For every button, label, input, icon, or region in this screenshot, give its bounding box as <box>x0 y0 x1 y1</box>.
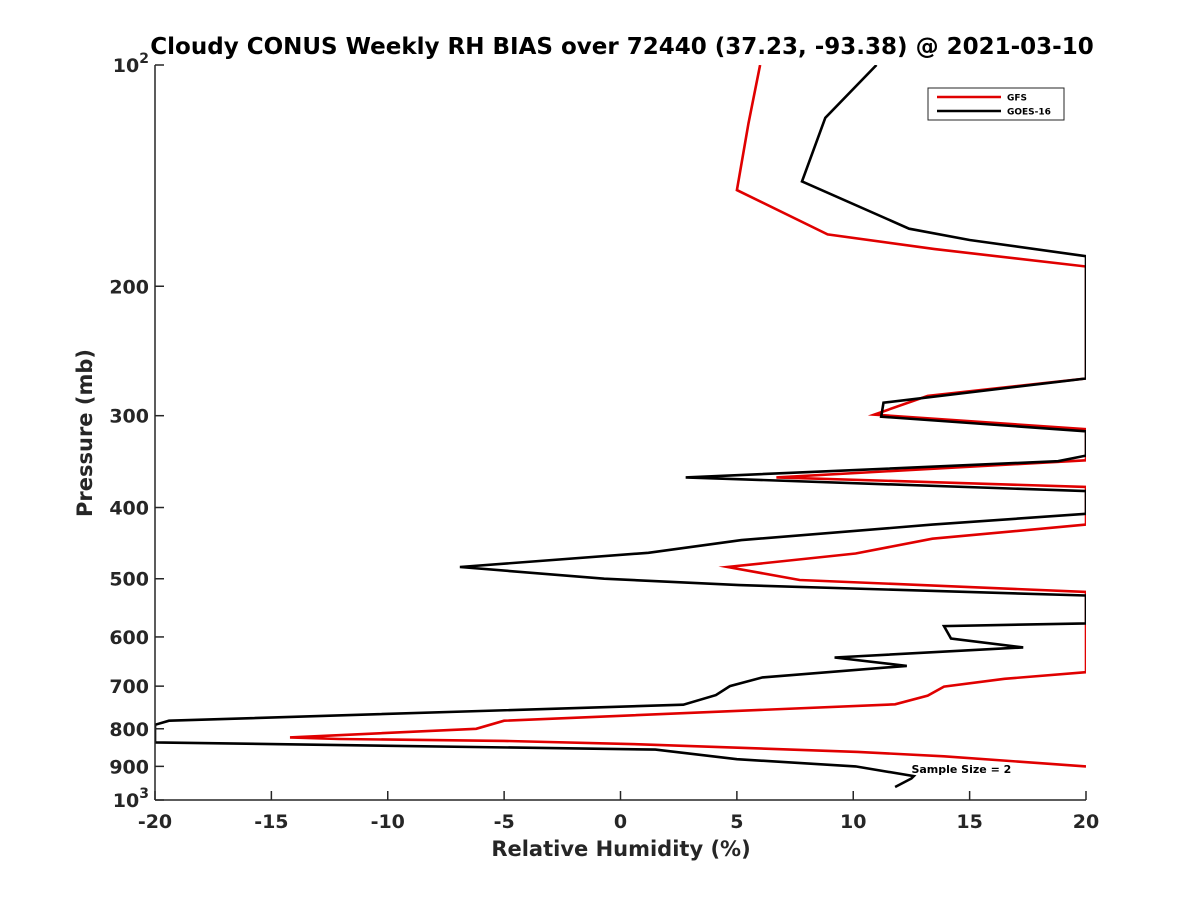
x-tick-label: -15 <box>254 811 288 833</box>
plot-area: -20 -15 -10 -5 0 5 10 15 20 102 200 300 400 500 600 70… <box>109 51 1099 833</box>
legend-items: GFS GOES-16 <box>937 94 1051 118</box>
x-tick-label: -5 <box>494 811 515 833</box>
chart-title: Cloudy CONUS Weekly RH BIAS over 72440 (… <box>150 34 1093 60</box>
y-tick-label: 500 <box>109 569 149 591</box>
y-axis-ticks: 102 200 300 400 500 600 700 800 900 103 <box>109 51 164 812</box>
x-tick-label: 15 <box>956 811 982 833</box>
y-tick-label: 400 <box>109 498 149 520</box>
y-tick-label: 200 <box>109 276 149 298</box>
legend-box <box>927 87 1065 121</box>
y-axis-label: Pressure (mb) <box>73 349 97 517</box>
series-line-gfs <box>289 65 1086 768</box>
y-tick-label: 103 <box>113 786 149 812</box>
sample-size-annotation: Sample Size = 2 <box>911 763 1011 776</box>
y-tick-label: 102 <box>113 51 149 77</box>
x-tick-label: 0 <box>614 811 627 833</box>
legend: GFS GOES-16 <box>927 87 1065 121</box>
x-tick-label: -10 <box>371 811 405 833</box>
series-line-goes-16 <box>155 65 1086 789</box>
legend-label: GOES-16 <box>1007 108 1051 118</box>
series-layer <box>155 65 1086 789</box>
y-tick-label: 900 <box>109 756 149 778</box>
x-axis-ticks: -20 -15 -10 -5 0 5 10 15 20 <box>138 791 1099 833</box>
y-tick-label: 600 <box>109 627 149 649</box>
x-axis-label: Relative Humidity (%) <box>491 837 750 861</box>
legend-label: GFS <box>1007 94 1027 104</box>
y-tick-label: 300 <box>109 406 149 428</box>
x-tick-label: 20 <box>1073 811 1099 833</box>
y-tick-label: 700 <box>109 676 149 698</box>
y-tick-label: 800 <box>109 719 149 741</box>
x-tick-label: -20 <box>138 811 172 833</box>
x-tick-label: 5 <box>730 811 743 833</box>
x-tick-label: 10 <box>840 811 866 833</box>
